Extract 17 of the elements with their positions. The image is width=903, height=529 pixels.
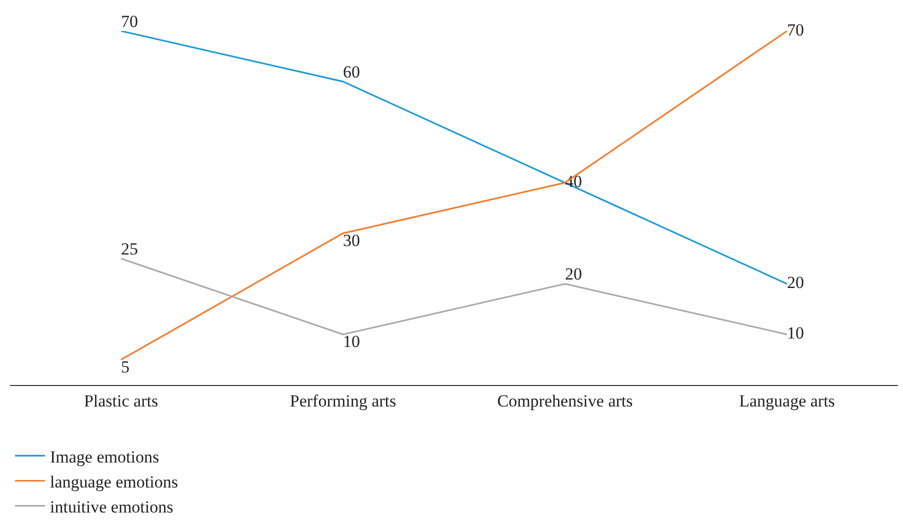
data-label: 5 <box>121 357 130 376</box>
legend-label: language emotions <box>50 472 178 492</box>
data-label: 20 <box>565 264 582 284</box>
legend-label: intuitive emotions <box>50 497 174 516</box>
data-label: 60 <box>343 62 360 82</box>
data-label: 10 <box>787 324 804 343</box>
data-label: 70 <box>121 12 138 31</box>
x-tick-label: Comprehensive arts <box>497 391 633 410</box>
x-tick-label: Plastic arts <box>84 391 158 410</box>
legend-label: Image emotions <box>50 447 160 466</box>
data-label: 10 <box>343 332 360 352</box>
x-tick-label: Language arts <box>739 391 835 410</box>
data-label: 30 <box>343 231 360 250</box>
x-tick-label: Performing arts <box>290 391 396 410</box>
data-label: 70 <box>787 20 804 40</box>
data-label: 25 <box>121 239 138 258</box>
data-label: 20 <box>787 273 804 292</box>
